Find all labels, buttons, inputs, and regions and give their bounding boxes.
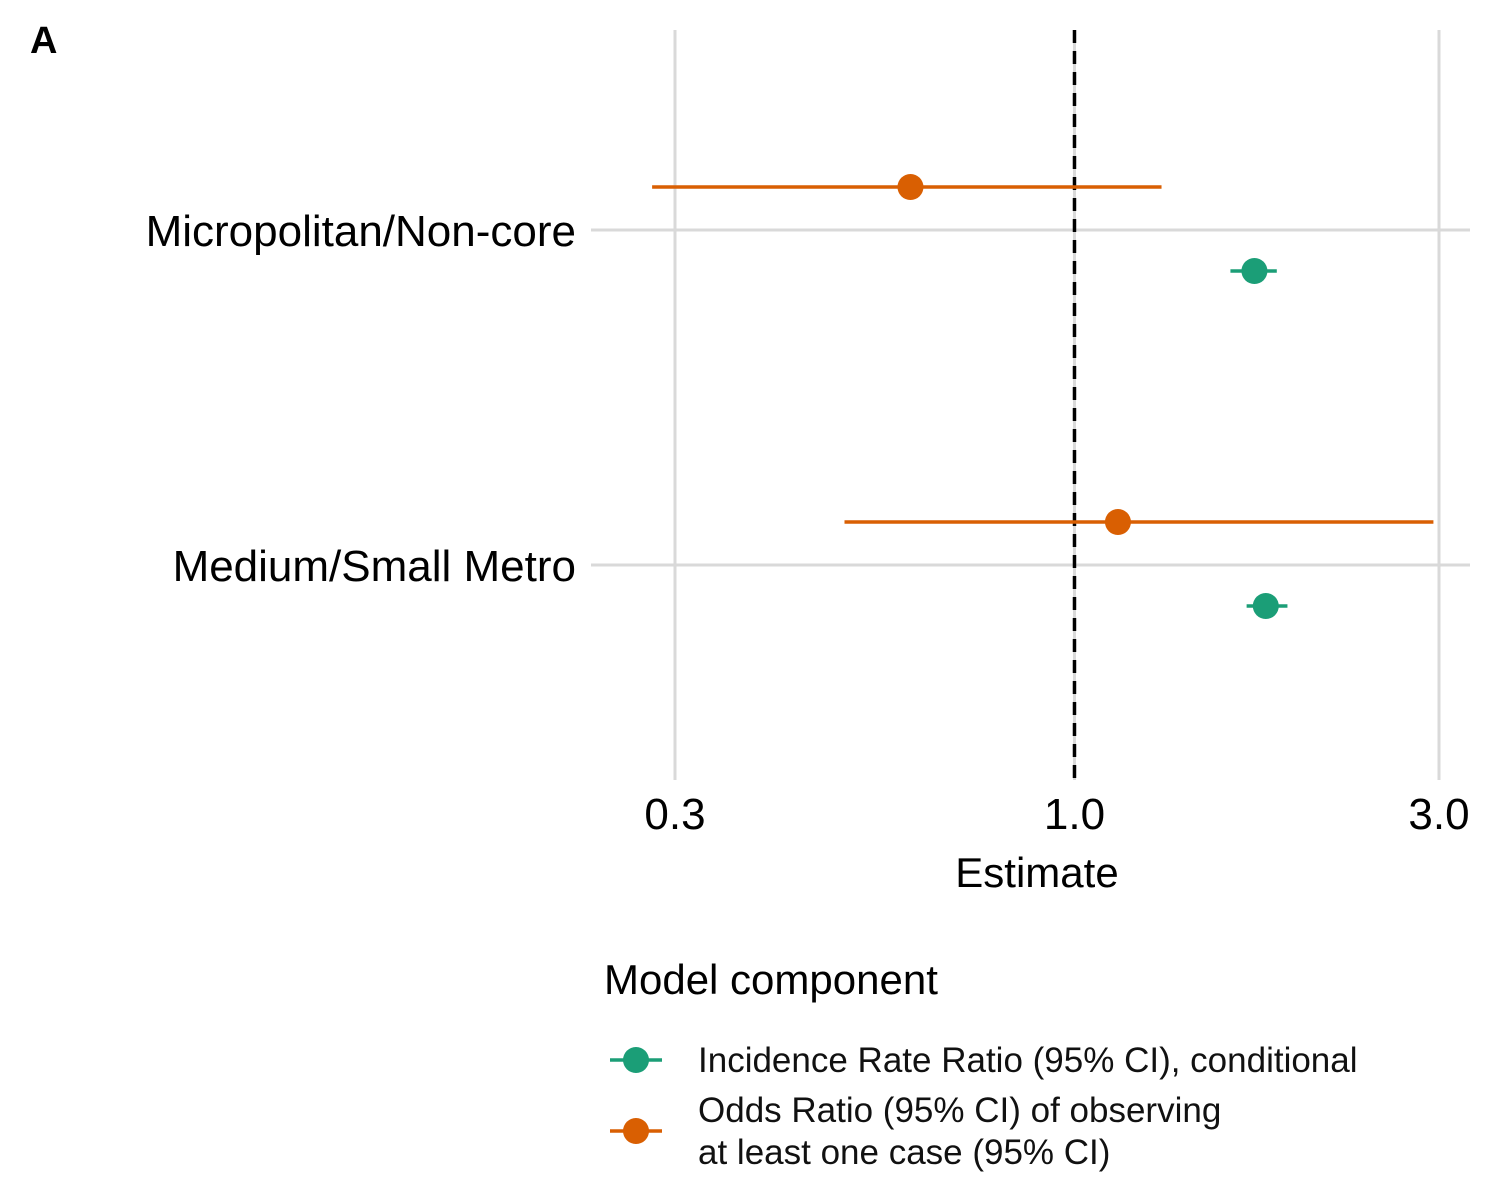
marks-layer: [652, 174, 1434, 619]
legend-label: Odds Ratio (95% CI) of observing: [698, 1091, 1221, 1130]
panel-tag: A: [30, 20, 57, 62]
estimate-point: [897, 174, 924, 200]
category-label: Micropolitan/Non-core: [146, 207, 576, 256]
x-axis-title: Estimate: [955, 849, 1118, 896]
legend-key-point: [623, 1047, 649, 1073]
legend: Model component Incidence Rate Ratio (95…: [604, 956, 1358, 1172]
grid-layer: [591, 30, 1470, 780]
labels-layer: 0.3 1.0 3.0 Micropolitan/Non-core Medium/Sma…: [146, 207, 1470, 839]
legend-label: Incidence Rate Ratio (95% CI), condition…: [698, 1041, 1358, 1080]
x-tick-label: 3.0: [1408, 790, 1469, 839]
x-tick-label: 1.0: [1044, 790, 1105, 839]
legend-key-point: [623, 1118, 649, 1144]
x-tick-label: 0.3: [644, 790, 705, 839]
estimate-point: [1241, 258, 1268, 284]
category-label: Medium/Small Metro: [173, 542, 576, 591]
legend-label: at least one case (95% CI): [698, 1133, 1110, 1172]
estimate-point: [1104, 509, 1131, 535]
estimate-point: [1252, 593, 1279, 619]
legend-title: Model component: [604, 956, 938, 1003]
